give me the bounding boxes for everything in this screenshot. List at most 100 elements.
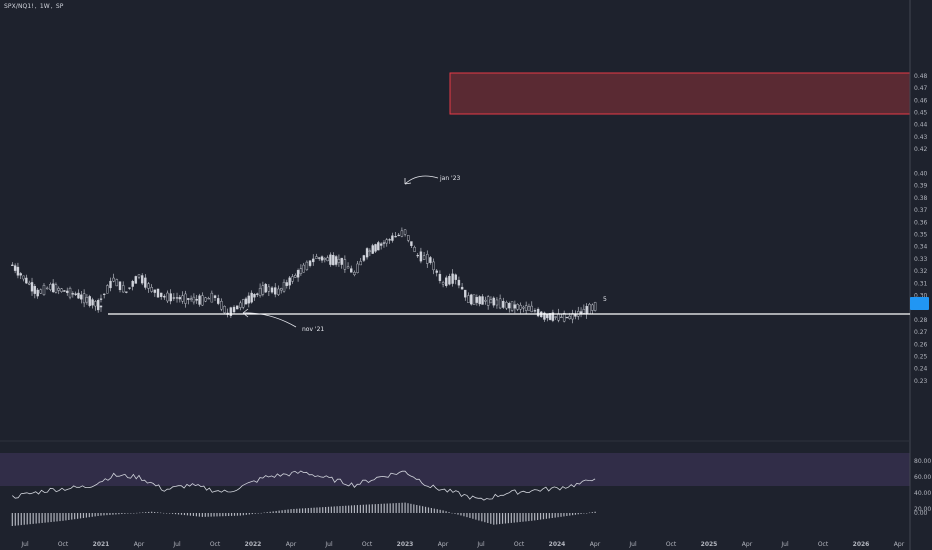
time-tick-5: Oct — [210, 541, 221, 548]
macd-bar — [594, 511, 596, 513]
candle-body — [554, 316, 557, 318]
time-tick-21: Oct — [818, 541, 829, 548]
macd-bar — [507, 513, 509, 524]
macd-bar — [41, 513, 43, 523]
candle-body — [484, 299, 487, 302]
candle-body — [530, 305, 533, 312]
macd-bar — [189, 513, 192, 516]
candle-body — [189, 298, 193, 301]
macd-bar — [377, 503, 379, 513]
candle-body — [66, 290, 69, 293]
macd-bar — [94, 513, 96, 517]
candle-body — [169, 293, 172, 302]
candle-body — [267, 286, 271, 292]
macd-bar — [545, 513, 547, 519]
candle-body — [94, 301, 97, 307]
candle-body — [74, 293, 77, 295]
time-tick-7: Apr — [286, 541, 297, 548]
candle-body — [353, 272, 356, 275]
macd-bar — [368, 504, 370, 513]
macd-bar — [284, 509, 286, 513]
candle-body — [109, 280, 112, 289]
macd-bar — [365, 504, 367, 513]
candle-body — [593, 302, 597, 311]
candle-body — [247, 295, 251, 304]
macd-tick-0: 0.00 — [914, 510, 928, 517]
macd-bar — [77, 513, 79, 519]
candle-body — [213, 295, 217, 298]
candle-body — [54, 284, 58, 293]
time-tick-3: Apr — [134, 541, 145, 548]
candle-body — [22, 275, 25, 280]
macd-bar — [475, 513, 477, 520]
candle-body — [102, 293, 106, 295]
macd-bar — [195, 513, 197, 517]
candle-body — [19, 273, 22, 276]
time-tick-6: 2022 — [245, 541, 262, 548]
macd-bar — [531, 513, 533, 521]
candle-body — [256, 293, 259, 295]
candle-body — [204, 297, 207, 302]
macd-bar — [160, 512, 162, 514]
candle-body — [241, 299, 245, 308]
candle-body — [426, 254, 429, 264]
macd-bar — [88, 513, 90, 518]
macd-bar — [257, 513, 259, 514]
price-tick-20: 0.26 — [914, 341, 928, 348]
candle-body — [150, 287, 153, 292]
macd-bar — [216, 513, 218, 517]
candle-body — [582, 309, 586, 314]
macd-bar — [228, 513, 230, 516]
macd-bar — [168, 513, 171, 514]
macd-bar — [493, 513, 495, 525]
macd-bar — [29, 513, 31, 525]
macd-bar — [353, 505, 355, 513]
price-tick-7: 0.40 — [914, 170, 928, 177]
candle-body — [533, 310, 537, 312]
macd-bar — [422, 506, 424, 513]
macd-bar — [548, 513, 550, 519]
candle-body — [377, 242, 380, 251]
macd-bar — [82, 513, 85, 518]
resistance-zone[interactable] — [449, 72, 911, 115]
macd-bar — [207, 513, 209, 517]
macd-bar — [504, 513, 507, 524]
macd-bar — [97, 513, 99, 516]
candle-body — [438, 274, 442, 281]
candle-body — [178, 297, 182, 300]
candle-body — [137, 274, 141, 278]
rsi-band — [0, 453, 910, 486]
time-axis[interactable]: Jul Oct 2021 Apr Jul Oct 2022 Apr Jul Oct 2023 Apr J… — [20, 541, 904, 548]
time-tick-8: Jul — [324, 541, 333, 548]
macd-bar — [103, 513, 105, 516]
time-tick-18: 2025 — [701, 541, 718, 548]
candle-body — [11, 264, 14, 266]
candle-body — [422, 255, 426, 260]
price-axis[interactable]: 0.48 0.47 0.46 0.45 0.44 0.43 0.42 0.40 0.39 0.38… — [914, 73, 928, 385]
candle-body — [195, 299, 198, 301]
macd-bar — [163, 512, 165, 514]
macd-bar — [299, 508, 301, 513]
interval-label: 1W — [39, 3, 50, 10]
macd-bar — [554, 513, 556, 518]
candle-body — [270, 287, 274, 293]
candle-body — [261, 285, 265, 295]
macd-bar — [574, 513, 577, 515]
macd-bar — [32, 513, 34, 524]
last-price-tag[interactable] — [910, 297, 929, 310]
macd-bar — [148, 511, 150, 513]
candle-body — [51, 283, 55, 293]
candle-body — [147, 283, 150, 289]
candle-body — [445, 277, 448, 286]
rsi-line — [12, 470, 596, 501]
macd-bar — [210, 513, 212, 517]
candle-body — [374, 244, 377, 252]
macd-bar — [17, 513, 19, 526]
candle-body — [291, 276, 294, 282]
candle-body — [340, 257, 343, 265]
macd-bar — [154, 512, 156, 513]
macd-bar — [316, 507, 318, 513]
rsi-tick-1: 60.00 — [914, 474, 931, 481]
candle-body — [368, 250, 372, 252]
